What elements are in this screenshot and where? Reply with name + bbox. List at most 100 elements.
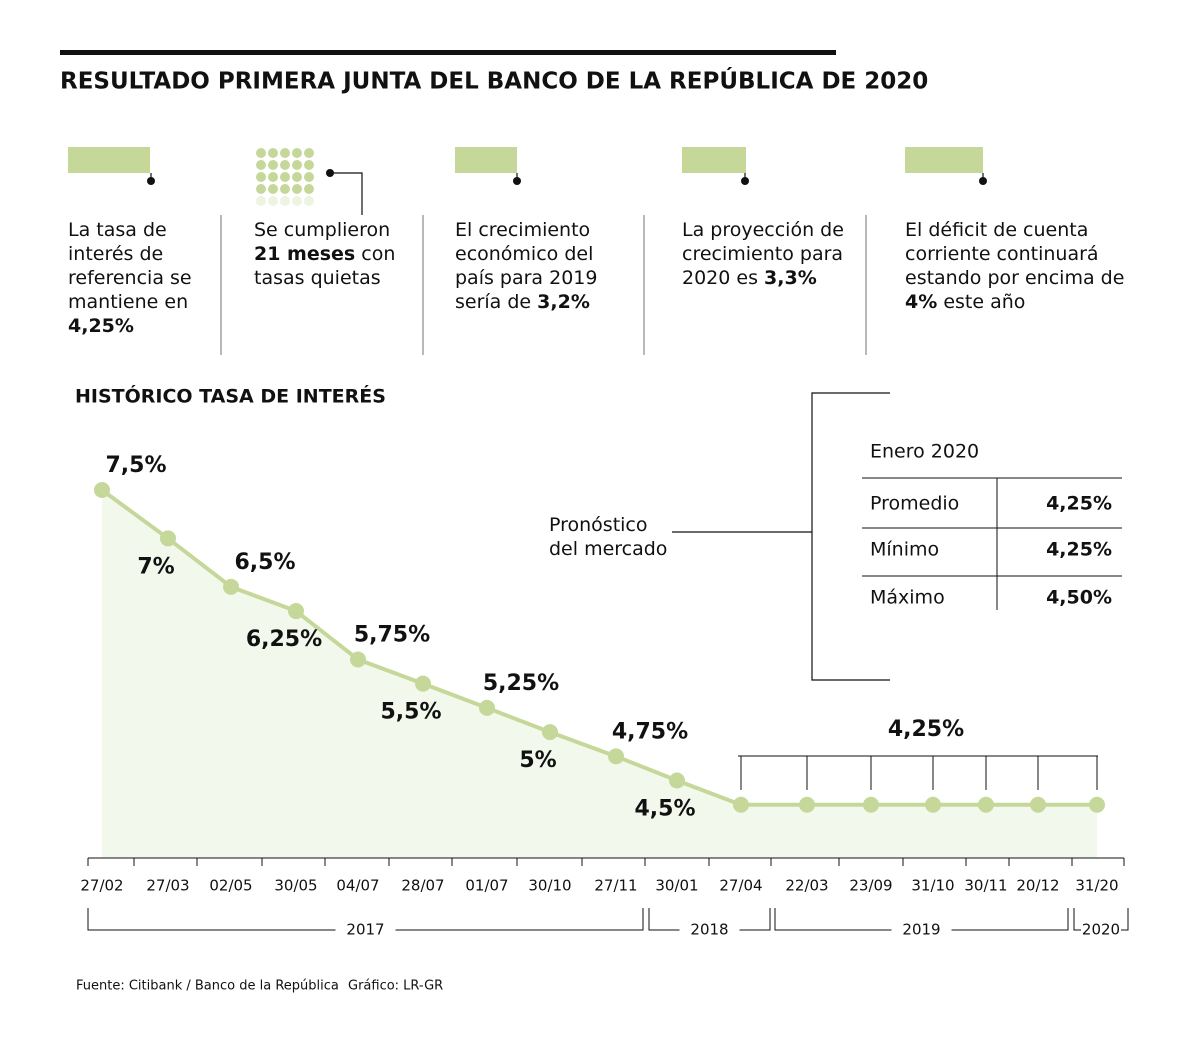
year-bracket xyxy=(648,908,680,931)
highlight-part: 3,3% xyxy=(764,267,817,289)
data-label: 5% xyxy=(519,748,556,773)
highlight-part: con tasas quietas xyxy=(254,243,396,289)
point xyxy=(94,482,110,498)
highlight-part: este año xyxy=(943,291,1026,313)
highlight-part: El déficit de cuenta corriente continuar… xyxy=(905,219,1125,289)
data-label: 5,25% xyxy=(483,671,559,696)
highlight-part: La tasa de interés de referencia se mant… xyxy=(68,219,192,313)
icon-dot xyxy=(292,172,302,182)
data-label: 6,5% xyxy=(234,550,295,575)
row-label: Máximo xyxy=(870,587,945,609)
icon-dot xyxy=(256,160,266,170)
row-value: 4,25% xyxy=(1046,539,1112,561)
point xyxy=(669,772,685,789)
icon-dot xyxy=(256,172,266,182)
year-bracket xyxy=(395,908,644,931)
dot-grid-icon xyxy=(256,148,314,206)
icon-dot xyxy=(268,184,278,194)
connector-dots xyxy=(147,169,987,185)
x-tick-label: 27/03 xyxy=(146,877,189,895)
connectors xyxy=(150,172,984,355)
icon-dot xyxy=(256,148,266,158)
data-label: 5,5% xyxy=(380,700,441,725)
x-tick-label: 27/04 xyxy=(719,877,762,895)
highlight-text: La proyección de crecimiento para 2020 e… xyxy=(682,218,857,290)
row-value: 4,25% xyxy=(1046,493,1112,515)
x-tick-label: 30/11 xyxy=(964,877,1007,895)
year-label: 2018 xyxy=(690,921,728,939)
year-label: 2020 xyxy=(1082,921,1120,939)
highlight-part: 4,25% xyxy=(68,315,134,337)
icon-dot xyxy=(292,160,302,170)
icon-dot xyxy=(280,160,290,170)
x-tick-label: 23/09 xyxy=(849,877,892,895)
icon-dot xyxy=(256,184,266,194)
point xyxy=(1030,796,1046,813)
icon-dot xyxy=(292,184,302,194)
year-bracket xyxy=(951,908,1069,931)
row-label: Mínimo xyxy=(870,539,939,561)
icon-dot xyxy=(292,196,302,206)
icon-dot xyxy=(280,148,290,158)
credit: Gráfico: LR-GR xyxy=(348,979,443,994)
icon-dot xyxy=(304,196,314,206)
highlight-text: La tasa de interés de referencia se mant… xyxy=(68,218,213,338)
icon-dot xyxy=(292,148,302,158)
point xyxy=(608,748,624,765)
point xyxy=(733,796,749,813)
point xyxy=(288,603,304,620)
point xyxy=(542,724,558,741)
x-tick-label: 27/02 xyxy=(80,877,123,895)
highlight-part: Se cumplieron xyxy=(254,219,391,241)
data-label: 5,75% xyxy=(354,622,430,647)
year-label: 2019 xyxy=(902,921,940,939)
icon-dot xyxy=(304,172,314,182)
data-label: 4,75% xyxy=(612,719,688,744)
forecast-bracket xyxy=(672,392,890,681)
icon-dot xyxy=(280,196,290,206)
x-tick-label: 20/12 xyxy=(1016,877,1059,895)
point xyxy=(160,530,176,547)
point xyxy=(223,578,239,595)
highlight-part: 21 meses xyxy=(254,243,356,265)
data-label: 4,5% xyxy=(634,797,695,822)
point xyxy=(415,675,431,692)
highlight-text: El crecimiento económico del país para 2… xyxy=(455,218,635,314)
point xyxy=(350,651,366,668)
x-tick-label: 27/11 xyxy=(594,877,637,895)
point xyxy=(799,796,815,813)
highlight-text: Se cumplieron 21 meses con tasas quietas xyxy=(254,218,414,290)
point xyxy=(863,796,879,813)
x-tick-label: 30/01 xyxy=(655,877,698,895)
point xyxy=(1089,796,1105,813)
plateau-label: 4,25% xyxy=(888,717,964,742)
x-tick-label: 30/05 xyxy=(274,877,317,895)
icon-dot xyxy=(268,160,278,170)
point xyxy=(978,796,994,813)
point xyxy=(925,796,941,813)
top-rule xyxy=(60,50,836,55)
row-label: Promedio xyxy=(870,493,959,515)
x-tick-label: 22/03 xyxy=(785,877,828,895)
icon-dot xyxy=(304,184,314,194)
point xyxy=(479,699,495,716)
x-tick-label: 31/10 xyxy=(911,877,954,895)
highlight-part: La proyección de crecimiento para 2020 e… xyxy=(682,219,844,289)
data-label: 7% xyxy=(137,554,174,579)
x-tick-label: 01/07 xyxy=(465,877,508,895)
icon-dot xyxy=(304,160,314,170)
row-value: 4,50% xyxy=(1046,587,1112,609)
x-tick-label: 28/07 xyxy=(401,877,444,895)
year-bracket xyxy=(87,908,336,931)
year-label: 2017 xyxy=(346,921,384,939)
x-tick-label: 02/05 xyxy=(209,877,252,895)
x-tick-label: 30/10 xyxy=(528,877,571,895)
icon-dot xyxy=(268,172,278,182)
icon-dot xyxy=(268,196,278,206)
icon-dot xyxy=(256,196,266,206)
data-label: 6,25% xyxy=(246,627,322,652)
icon-dot xyxy=(280,172,290,182)
title: RESULTADO PRIMERA JUNTA DEL BANCO DE LA … xyxy=(60,67,928,95)
